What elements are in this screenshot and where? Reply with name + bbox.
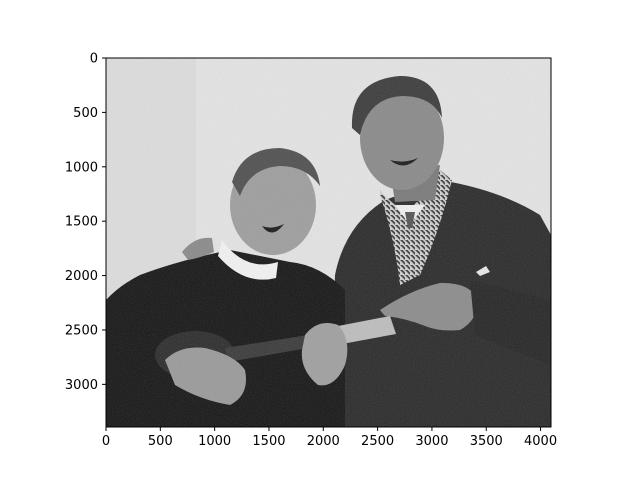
x-tick-label: 1500 bbox=[252, 434, 285, 449]
y-tick-label: 2500 bbox=[65, 323, 98, 338]
x-tick-label: 500 bbox=[148, 434, 173, 449]
x-tick-label: 0 bbox=[102, 434, 110, 449]
y-tick-label: 1000 bbox=[65, 160, 98, 175]
x-tick-label: 2500 bbox=[361, 434, 394, 449]
x-tick-label: 3500 bbox=[470, 434, 503, 449]
y-axis: 0 500 1000 1500 2000 2500 3000 bbox=[65, 52, 106, 393]
y-tick-label: 3000 bbox=[65, 378, 98, 393]
axes-frame bbox=[105, 57, 552, 428]
x-tick-label: 2000 bbox=[307, 434, 340, 449]
y-tick-label: 0 bbox=[90, 52, 98, 67]
photograph bbox=[106, 58, 551, 427]
photo-grain bbox=[106, 58, 551, 427]
x-tick-label: 4000 bbox=[524, 434, 557, 449]
y-tick-label: 1500 bbox=[65, 215, 98, 230]
x-tick-label: 1000 bbox=[198, 434, 231, 449]
x-axis: 0 500 1000 1500 2000 2500 3000 3500 4000 bbox=[102, 427, 557, 449]
x-tick-label: 3000 bbox=[415, 434, 448, 449]
y-tick-label: 500 bbox=[73, 106, 98, 121]
y-tick-label: 2000 bbox=[65, 269, 98, 284]
